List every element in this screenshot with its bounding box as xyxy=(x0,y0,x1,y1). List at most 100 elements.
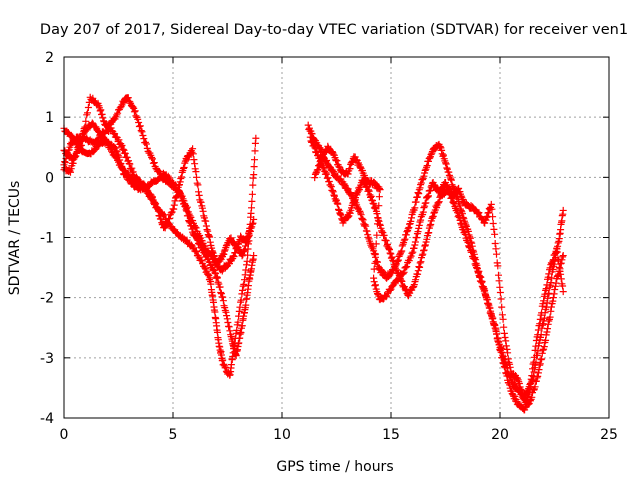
data-point xyxy=(413,234,421,242)
data-point xyxy=(555,264,563,271)
data-point xyxy=(523,398,531,406)
data-point xyxy=(311,174,319,182)
data-point xyxy=(403,263,411,271)
data-point xyxy=(489,213,497,221)
data-point xyxy=(163,220,171,228)
data-point xyxy=(528,372,536,380)
data-point xyxy=(248,204,255,212)
data-point xyxy=(71,153,79,161)
x-tick-label: 10 xyxy=(273,427,291,443)
data-point xyxy=(346,165,354,173)
data-point xyxy=(491,324,499,332)
data-point xyxy=(226,327,234,335)
data-point xyxy=(483,213,491,221)
data-point xyxy=(445,171,453,179)
data-point xyxy=(493,330,501,338)
data-point xyxy=(545,270,553,278)
data-point xyxy=(535,366,543,374)
x-tick-label: 25 xyxy=(600,427,618,443)
data-point xyxy=(356,207,364,215)
data-point xyxy=(110,143,118,150)
data-point xyxy=(112,147,120,155)
data-point xyxy=(404,225,412,233)
data-point xyxy=(149,159,157,167)
data-point xyxy=(126,160,134,168)
data-point xyxy=(536,360,544,368)
data-point xyxy=(412,276,420,284)
data-point xyxy=(245,227,253,235)
data-point xyxy=(251,147,259,155)
data-point xyxy=(84,104,92,111)
data-point xyxy=(124,94,132,102)
data-point xyxy=(497,295,505,303)
data-point xyxy=(97,106,105,114)
data-point xyxy=(234,318,242,326)
data-point xyxy=(490,320,498,328)
data-point xyxy=(489,220,497,227)
data-point xyxy=(173,192,181,200)
data-point xyxy=(131,107,139,115)
data-point xyxy=(183,207,191,215)
data-point xyxy=(306,133,314,141)
data-point xyxy=(385,245,393,253)
data-point xyxy=(61,159,69,167)
data-point xyxy=(397,248,405,256)
data-point xyxy=(539,346,547,354)
data-point xyxy=(136,177,144,185)
data-point xyxy=(177,175,185,182)
data-point xyxy=(530,353,538,361)
data-point xyxy=(400,236,408,244)
data-point xyxy=(542,303,550,311)
data-point xyxy=(67,168,74,176)
data-point xyxy=(115,136,123,144)
data-point xyxy=(501,334,509,341)
data-point xyxy=(393,276,401,284)
data-point xyxy=(555,257,563,265)
data-point xyxy=(506,363,514,371)
data-point xyxy=(123,154,131,161)
axis-ticks: 0 5 10 15 20 25 -4 -3 -2 -1 0 1 2 xyxy=(40,50,618,443)
data-point xyxy=(194,181,202,189)
data-point xyxy=(241,246,249,254)
x-axis-label: GPS time / hours xyxy=(276,459,393,475)
data-point xyxy=(198,204,206,212)
data-point xyxy=(82,117,90,125)
data-point xyxy=(447,175,455,183)
data-point xyxy=(398,242,406,250)
data-point xyxy=(531,346,539,354)
data-point xyxy=(449,198,457,206)
data-point xyxy=(476,273,484,281)
data-point xyxy=(140,135,148,143)
data-point xyxy=(327,181,335,189)
data-points xyxy=(60,93,567,414)
data-point xyxy=(243,257,251,265)
data-point xyxy=(329,188,337,196)
data-point xyxy=(157,215,165,223)
data-point xyxy=(84,109,91,117)
data-point xyxy=(184,212,192,220)
data-point xyxy=(241,276,248,284)
data-point xyxy=(372,250,379,258)
data-point xyxy=(541,290,549,298)
data-point xyxy=(250,163,258,171)
data-point xyxy=(362,222,370,230)
data-point xyxy=(494,262,502,270)
data-point xyxy=(135,119,143,126)
data-point xyxy=(420,204,428,212)
data-point xyxy=(230,253,238,260)
data-point xyxy=(487,310,495,318)
data-point xyxy=(142,140,150,148)
data-point xyxy=(346,209,354,217)
x-tick-label: 5 xyxy=(169,427,178,443)
data-point xyxy=(180,164,188,171)
data-point xyxy=(166,215,173,222)
data-point xyxy=(538,309,546,317)
data-point xyxy=(137,127,145,135)
data-point xyxy=(333,157,341,165)
data-point xyxy=(111,130,119,138)
data-point xyxy=(156,168,163,176)
data-point xyxy=(316,161,324,168)
gridlines xyxy=(64,57,609,418)
series-track-g xyxy=(311,142,567,402)
data-point xyxy=(442,159,449,167)
